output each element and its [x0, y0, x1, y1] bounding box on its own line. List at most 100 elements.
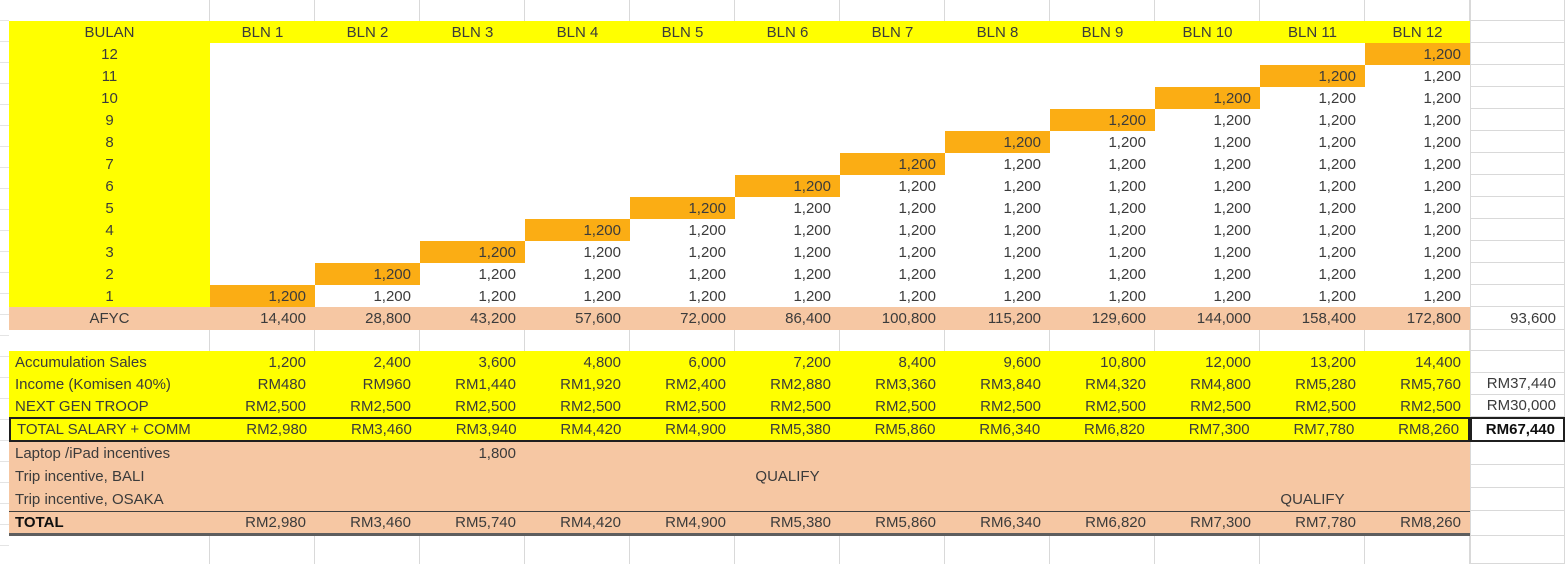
trip-incentive-bali-cell[interactable] — [1260, 465, 1365, 488]
trip-incentive-osaka-cell[interactable] — [420, 488, 525, 511]
total-salary-comm-cell[interactable]: RM5,860 — [874, 421, 936, 438]
value-cell[interactable]: 1,200 — [1423, 199, 1461, 217]
accumulation-sales-cell[interactable]: 14,400 — [1415, 353, 1461, 371]
empty-cell[interactable] — [420, 153, 525, 175]
income-komisen-cell[interactable]: RM960 — [362, 375, 411, 393]
laptop-ipad-incentives-cell[interactable] — [735, 442, 840, 465]
total-salary-comm-cell[interactable]: RM6,820 — [1084, 421, 1145, 438]
grand-total-cell[interactable]: RM8,260 — [1400, 514, 1461, 531]
value-cell[interactable]: 1,200 — [1318, 243, 1356, 261]
value-cell[interactable]: 1,200 — [1423, 133, 1461, 151]
month-row-8-side-cell[interactable] — [1470, 131, 1565, 153]
bottom-margin-cell[interactable] — [840, 536, 945, 564]
empty-cell[interactable] — [735, 87, 840, 109]
laptop-ipad-incentives-cell[interactable] — [630, 442, 735, 465]
trip-incentive-osaka-cell[interactable] — [945, 488, 1050, 511]
month-row-3-side-cell[interactable] — [1470, 241, 1565, 263]
bottom-margin-cell[interactable] — [525, 536, 630, 564]
empty-cell[interactable] — [840, 131, 945, 153]
month-label[interactable]: 8 — [9, 131, 210, 153]
total-salary-comm-cell[interactable]: RM4,900 — [665, 421, 727, 438]
trip-incentive-bali-cell[interactable] — [1050, 465, 1155, 488]
empty-cell[interactable] — [735, 131, 840, 153]
income-komisen-cell[interactable]: RM1,920 — [560, 375, 621, 393]
value-cell[interactable]: 1,200 — [1003, 155, 1041, 173]
label-next-gen-troop[interactable]: NEXT GEN TROOP — [15, 397, 149, 415]
trip-incentive-osaka-cell[interactable] — [630, 488, 735, 511]
next-gen-troop-cell[interactable]: RM2,500 — [665, 397, 726, 415]
trip-incentive-bali-cell[interactable] — [1155, 465, 1260, 488]
header-bln-2[interactable]: BLN 2 — [346, 23, 389, 41]
afyc-value-cell[interactable]: 57,600 — [575, 310, 621, 327]
value-cell[interactable]: 1,200 — [1423, 243, 1461, 261]
next-gen-troop-cell[interactable]: RM2,500 — [350, 397, 411, 415]
start-month-cell[interactable]: 1,200 — [1155, 87, 1260, 109]
empty-cell[interactable] — [630, 87, 735, 109]
spacer-cell[interactable] — [1365, 330, 1470, 351]
label-income-komisen[interactable]: Income (Komisen 40%) — [15, 375, 171, 393]
value-cell[interactable]: 1,200 — [1318, 287, 1356, 305]
month-label[interactable]: 7 — [9, 153, 210, 175]
value-cell[interactable]: 1,200 — [1423, 177, 1461, 195]
empty-cell[interactable] — [525, 43, 630, 65]
empty-cell[interactable] — [945, 43, 1050, 65]
accumulation-sales-cell[interactable]: 6,000 — [688, 353, 726, 371]
income-komisen-cell[interactable]: RM3,840 — [980, 375, 1041, 393]
value-cell[interactable]: 1,200 — [1108, 265, 1146, 283]
empty-cell[interactable] — [525, 65, 630, 87]
empty-cell[interactable] — [420, 175, 525, 197]
row-trip-incentive-osaka-side-cell[interactable] — [1470, 488, 1565, 511]
afyc-value-cell[interactable]: 172,800 — [1406, 310, 1461, 327]
trip-incentive-osaka-cell[interactable] — [735, 488, 840, 511]
laptop-ipad-incentives-cell[interactable] — [1155, 442, 1260, 465]
value-cell[interactable]: 1,200 — [1213, 155, 1251, 173]
label-accumulation-sales[interactable]: Accumulation Sales — [15, 353, 147, 371]
accumulation-sales-cell[interactable]: 1,200 — [268, 353, 306, 371]
empty-cell[interactable] — [210, 109, 315, 131]
bottom-margin-label-cell[interactable] — [9, 536, 210, 564]
value-cell[interactable]: 1,200 — [898, 265, 936, 283]
bottom-margin-cell[interactable] — [1365, 536, 1470, 564]
spacer-cell[interactable] — [945, 330, 1050, 351]
start-month-cell[interactable]: 1,200 — [945, 131, 1050, 153]
empty-cell[interactable] — [210, 153, 315, 175]
header-bln-8[interactable]: BLN 8 — [976, 23, 1019, 41]
total-salary-comm-cell[interactable]: RM5,380 — [769, 421, 831, 438]
total-salary-comm-cell[interactable]: RM4,420 — [560, 421, 622, 438]
empty-cell[interactable] — [630, 175, 735, 197]
month-row-9-side-cell[interactable] — [1470, 109, 1565, 131]
start-month-cell[interactable]: 1,200 — [630, 197, 735, 219]
start-month-cell[interactable]: 1,200 — [525, 219, 630, 241]
bottom-margin-cell[interactable] — [210, 536, 315, 564]
month-row-10-side-cell[interactable] — [1470, 87, 1565, 109]
spacer-cell[interactable] — [1260, 330, 1365, 351]
top-margin-cell[interactable] — [630, 0, 735, 21]
value-cell[interactable]: 1,200 — [898, 199, 936, 217]
value-cell[interactable]: 1,200 — [688, 265, 726, 283]
income-komisen-cell[interactable]: RM4,320 — [1085, 375, 1146, 393]
value-cell[interactable]: 1,200 — [1003, 265, 1041, 283]
label-trip-incentive-osaka[interactable]: Trip incentive, OSAKA — [15, 491, 164, 508]
start-month-cell[interactable]: 1,200 — [420, 241, 525, 263]
value-cell[interactable]: 1,200 — [1423, 265, 1461, 283]
empty-cell[interactable] — [210, 175, 315, 197]
empty-cell[interactable] — [1050, 43, 1155, 65]
value-cell[interactable]: 1,200 — [583, 243, 621, 261]
empty-cell[interactable] — [315, 87, 420, 109]
value-cell[interactable]: 1,200 — [1213, 265, 1251, 283]
trip-incentive-osaka-cell[interactable]: QUALIFY — [1280, 491, 1345, 508]
month-label[interactable]: 10 — [9, 87, 210, 109]
empty-cell[interactable] — [525, 131, 630, 153]
value-cell[interactable]: 1,200 — [478, 265, 516, 283]
header-bln-3[interactable]: BLN 3 — [451, 23, 494, 41]
empty-cell[interactable] — [630, 65, 735, 87]
trip-incentive-bali-cell[interactable]: QUALIFY — [755, 468, 820, 485]
empty-cell[interactable] — [420, 197, 525, 219]
value-cell[interactable]: 1,200 — [1003, 177, 1041, 195]
income-komisen-cell[interactable]: RM2,400 — [665, 375, 726, 393]
start-month-cell[interactable]: 1,200 — [315, 263, 420, 285]
empty-cell[interactable] — [735, 153, 840, 175]
value-cell[interactable]: 1,200 — [1318, 111, 1356, 129]
afyc-value-cell[interactable]: 14,400 — [260, 310, 306, 327]
top-margin-cell[interactable] — [1155, 0, 1260, 21]
